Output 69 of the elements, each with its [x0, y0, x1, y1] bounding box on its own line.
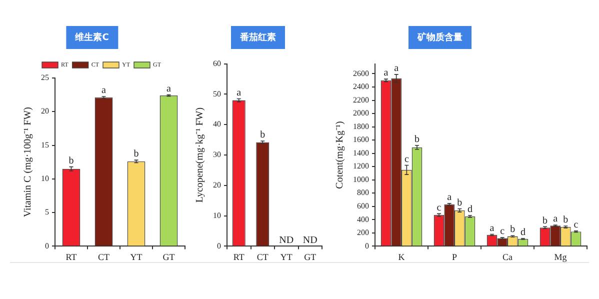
data-label: a: [384, 68, 389, 79]
y-tick-label: 40: [213, 120, 221, 129]
x-tick-label: CT: [98, 252, 110, 262]
y-tick-label: 0: [217, 241, 221, 250]
data-label: b: [68, 155, 74, 166]
y-tick-label: 5: [45, 208, 49, 217]
data-label: b: [134, 148, 139, 160]
y-tick-label: 2600: [353, 68, 369, 78]
y-tick-label: 2000: [353, 108, 369, 118]
data-label: a: [166, 83, 172, 94]
data-label: b: [457, 197, 462, 208]
y-tick-label: 25: [41, 73, 49, 82]
data-label: a: [490, 222, 495, 234]
y-axis-title: Lycopene(mg·kg⁻¹ FW): [194, 107, 206, 203]
data-label: a: [102, 85, 107, 96]
y-tick-label: 1600: [353, 135, 369, 144]
data-label: d: [520, 227, 526, 238]
x-tick-label: YT: [130, 252, 143, 262]
data-label: a: [447, 192, 452, 204]
x-tick-label: Mg: [554, 252, 568, 262]
data-label: d: [468, 204, 473, 215]
chart-title: 维生素C: [66, 26, 118, 49]
y-tick-label: 50: [213, 89, 221, 98]
data-label: b: [260, 130, 266, 141]
x-tick-label: GT: [304, 252, 317, 262]
data-label: b: [542, 215, 548, 226]
y-tick-label: 30: [213, 150, 221, 160]
y-tick-label: 0: [45, 241, 49, 250]
x-tick-label: GT: [162, 252, 176, 262]
data-label: b: [563, 214, 568, 226]
data-label: a: [236, 87, 242, 98]
y-tick-label: 15: [41, 140, 49, 150]
data-label: c: [574, 220, 579, 231]
x-tick-label: YT: [280, 252, 293, 262]
chart-title: 矿物质含量: [408, 26, 472, 49]
x-tick-label: RT: [233, 252, 245, 262]
y-tick-label: 0: [365, 241, 369, 250]
y-tick-label: 1200: [353, 162, 369, 171]
data-label: a: [394, 63, 400, 74]
y-tick-label: 1000: [353, 174, 369, 184]
data-label: c: [436, 202, 442, 214]
data-label: c: [404, 154, 410, 165]
data-label: c: [500, 226, 506, 238]
x-tick-label: RT: [66, 252, 78, 262]
data-label: a: [553, 214, 558, 225]
y-axis-title: Vitamin C (mg·100g⁻¹ FW): [22, 107, 34, 218]
data-label: b: [510, 224, 516, 236]
y-tick-label: 20: [41, 106, 49, 116]
y-tick-label: 20: [213, 180, 221, 190]
chart-title: 番茄红素: [231, 26, 285, 49]
y-tick-label: 2400: [353, 82, 369, 92]
x-tick-label: P: [452, 252, 458, 262]
y-tick-label: 400: [357, 214, 369, 224]
y-tick-label: 200: [357, 228, 369, 238]
text: ND: [302, 234, 318, 246]
y-tick-label: 2200: [353, 95, 369, 104]
x-tick-label: CT: [256, 252, 269, 262]
y-tick-label: 10: [41, 174, 49, 184]
x-tick-label: Ca: [502, 252, 513, 262]
data-label: b: [414, 134, 420, 146]
text: ND: [279, 234, 294, 246]
y-tick-label: 600: [357, 201, 369, 210]
y-axis-title: Cotent(mg·Kg⁻¹): [334, 121, 346, 189]
y-tick-label: 800: [357, 188, 369, 198]
y-tick-label: 1400: [353, 148, 369, 158]
y-tick-label: 10: [213, 210, 221, 220]
y-tick-label: 1800: [353, 122, 369, 131]
y-tick-label: 60: [213, 58, 221, 68]
x-tick-label: K: [398, 252, 406, 262]
